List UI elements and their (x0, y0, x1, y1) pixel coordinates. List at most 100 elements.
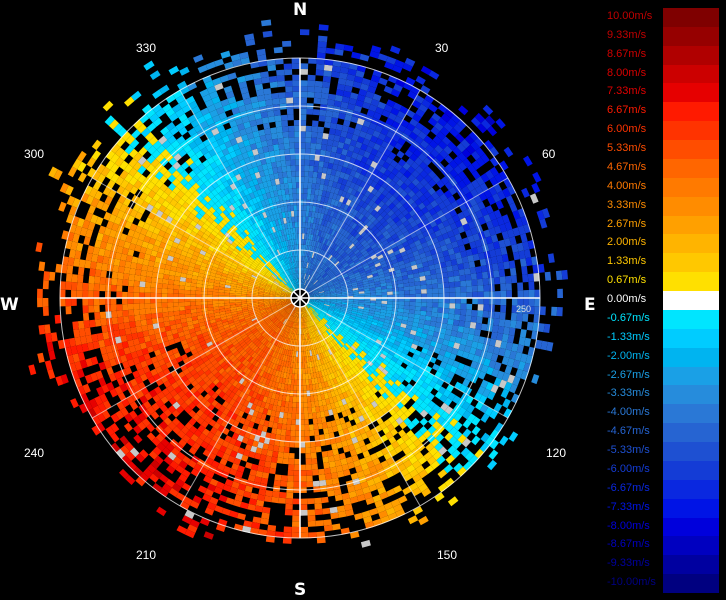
velocity-cell (455, 133, 465, 143)
velocity-cell (384, 319, 391, 324)
velocity-cell (390, 335, 397, 341)
velocity-cell (382, 325, 389, 330)
velocity-cell (423, 343, 430, 350)
velocity-cell (300, 447, 306, 454)
velocity-cell (318, 236, 323, 243)
velocity-cell (315, 149, 321, 156)
velocity-cell (330, 294, 337, 296)
velocity-cell (326, 268, 332, 274)
velocity-cell (339, 323, 346, 328)
velocity-cell (323, 220, 328, 227)
velocity-cell (364, 190, 371, 198)
velocity-cell (288, 453, 295, 459)
velocity-cell (398, 355, 406, 363)
velocity-cell (318, 291, 325, 294)
velocity-cell (458, 105, 469, 116)
velocity-cell (342, 273, 348, 278)
velocity-cell (419, 352, 427, 359)
velocity-cell (390, 45, 401, 55)
velocity-cell (483, 284, 490, 292)
velocity-cell (323, 305, 330, 309)
velocity-cell (409, 131, 418, 141)
velocity-cell (443, 303, 450, 309)
velocity-cell (316, 241, 321, 248)
velocity-cell (319, 213, 325, 220)
velocity-cell (319, 479, 327, 487)
velocity-cell (310, 263, 314, 270)
velocity-cell (496, 216, 505, 226)
velocity-cell (365, 91, 375, 99)
velocity-cell (361, 315, 368, 320)
velocity-cell (453, 156, 463, 166)
velocity-cell (366, 274, 374, 279)
velocity-cell (403, 127, 413, 137)
velocity-cell (498, 239, 506, 249)
velocity-cell (321, 264, 326, 270)
velocity-cell (350, 116, 359, 124)
velocity-cell (510, 312, 518, 321)
velocity-cell (315, 143, 322, 150)
velocity-cell (382, 266, 389, 271)
velocity-cell (411, 326, 418, 332)
velocity-cell (358, 130, 367, 139)
velocity-cell (332, 140, 339, 148)
velocity-cell (313, 229, 317, 236)
velocity-cell (446, 324, 453, 331)
velocity-cell (286, 418, 292, 425)
velocity-cell (350, 312, 357, 317)
velocity-cell (321, 244, 326, 251)
velocity-cell (292, 509, 300, 516)
velocity-cell (354, 330, 361, 336)
velocity-cell (282, 418, 288, 425)
velocity-cell (338, 214, 344, 221)
velocity-cell (392, 328, 400, 334)
velocity-cell (534, 289, 541, 298)
velocity-cell (340, 308, 347, 312)
velocity-cell (390, 213, 398, 220)
velocity-cell (288, 458, 295, 465)
velocity-cell (270, 462, 277, 469)
velocity-cell (469, 322, 477, 329)
velocity-cell (352, 285, 359, 289)
velocity-cell (304, 419, 309, 425)
velocity-cell (454, 220, 463, 228)
velocity-cell (341, 293, 348, 296)
velocity-cell (311, 287, 317, 291)
velocity-cell (490, 234, 499, 243)
velocity-cell (303, 182, 309, 189)
velocity-cell (284, 441, 290, 448)
velocity-cell (363, 150, 371, 159)
velocity-cell (447, 271, 454, 278)
velocity-cell (370, 209, 378, 217)
velocity-cell (320, 178, 326, 185)
velocity-cell (369, 80, 379, 89)
velocity-cell (425, 275, 432, 281)
velocity-cell (472, 298, 478, 305)
velocity-cell (471, 279, 478, 286)
velocity-cell (335, 287, 342, 291)
velocity-cell (555, 270, 563, 280)
velocity-cell (428, 380, 437, 388)
velocity-cell (449, 127, 460, 138)
velocity-cell (509, 350, 517, 360)
velocity-cell (407, 317, 414, 322)
velocity-cell (533, 272, 540, 282)
velocity-cell (418, 103, 429, 113)
velocity-cell (372, 344, 379, 350)
velocity-cell (312, 223, 316, 230)
velocity-cell (325, 150, 332, 158)
velocity-cell (338, 227, 344, 234)
velocity-cell (366, 220, 373, 227)
velocity-cell (302, 373, 306, 380)
velocity-cell (476, 342, 484, 351)
velocity-cell (480, 364, 489, 374)
velocity-cell (335, 170, 341, 178)
velocity-cell (386, 288, 393, 292)
velocity-cell (438, 140, 448, 150)
velocity-cell (434, 326, 441, 333)
velocity-cell (381, 263, 388, 269)
velocity-cell (368, 199, 375, 207)
velocity-cell (421, 126, 431, 136)
velocity-cell (366, 272, 373, 277)
velocity-cell (495, 118, 506, 129)
